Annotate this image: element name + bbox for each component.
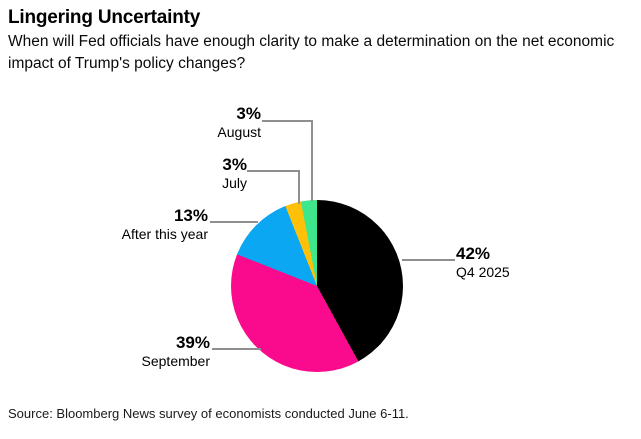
leader-line-august-vertical (311, 120, 313, 201)
leader-line-august-horizontal (262, 120, 313, 122)
slice-name-q4-2025: Q4 2025 (456, 264, 510, 280)
leader-line-july-vertical (298, 170, 300, 204)
leader-line-july-horizontal (247, 170, 300, 172)
leader-line-september (212, 348, 261, 350)
pie-chart (231, 200, 403, 372)
slice-pct-q4-2025: 42% (456, 244, 491, 263)
slice-pct-august: 3% (236, 104, 261, 123)
chart-title: Lingering Uncertainty (8, 7, 201, 28)
chart-subtitle: When will Fed officials have enough clar… (8, 33, 615, 72)
slice-name-after-this-year: After this year (121, 226, 208, 242)
slice-pct-after-this-year: 13% (173, 206, 208, 225)
slice-label-july: 3% July (222, 155, 247, 192)
slice-name-july: July (222, 175, 247, 191)
slice-label-august: 3% August (217, 104, 261, 141)
slice-label-after-this-year: 13% After this year (122, 206, 208, 243)
slice-name-august: August (217, 124, 261, 140)
slice-label-q4-2025: 42% Q4 2025 (456, 244, 510, 281)
slice-pct-july: 3% (222, 155, 247, 174)
leader-line-q4-2025 (402, 259, 455, 261)
leader-line-after-this-year (210, 221, 258, 223)
slice-pct-september: 39% (175, 333, 210, 352)
slice-label-september: 39% September (142, 333, 210, 370)
slice-name-september: September (141, 353, 210, 369)
source-note: Source: Bloomberg News survey of economi… (8, 406, 409, 421)
